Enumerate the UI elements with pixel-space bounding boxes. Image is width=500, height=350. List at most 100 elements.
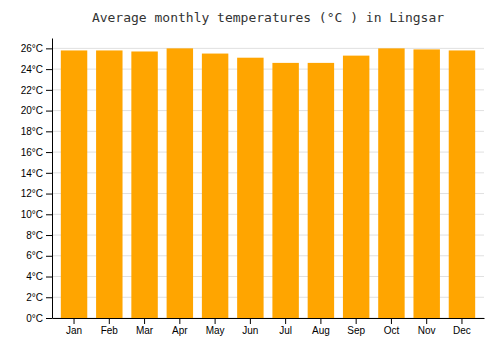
x-tick-mark <box>250 318 251 324</box>
x-tick-mark <box>215 318 216 324</box>
y-tick: 10°C <box>21 209 52 220</box>
y-tick-label: 10°C <box>21 209 43 220</box>
x-tick-label: Jul <box>279 325 292 336</box>
y-tick-mark <box>46 297 52 298</box>
y-tick-mark <box>46 214 52 215</box>
x-tick: Oct <box>384 318 400 336</box>
bar <box>343 56 369 318</box>
y-tick: 6°C <box>26 250 52 261</box>
y-tick-label: 2°C <box>26 292 43 303</box>
y-tick-label: 8°C <box>26 230 43 241</box>
y-tick-label: 12°C <box>21 188 43 199</box>
x-axis: Jan Feb Mar Apr May Jun Jul Aug Sep Oct Nov Dec <box>53 318 485 336</box>
x-tick-mark <box>461 318 462 324</box>
bar <box>61 50 87 318</box>
x-tick-mark <box>356 318 357 324</box>
y-tick: 18°C <box>21 126 52 137</box>
x-tick: Feb <box>101 318 119 336</box>
x-tick-mark <box>109 318 110 324</box>
chart: 0°C 2°C 4°C 6°C 8°C 10°C 12°C 14°C 16°C 18°C 20°C 2… <box>0 0 500 350</box>
x-tick: Jun <box>242 318 258 336</box>
y-tick-label: 0°C <box>26 313 43 324</box>
x-tick-mark <box>144 318 145 324</box>
y-tick: 8°C <box>26 230 52 241</box>
y-tick-mark <box>46 194 52 195</box>
bars <box>61 48 475 318</box>
x-tick: Jul <box>279 318 292 336</box>
bar <box>96 50 122 318</box>
x-tick-label: May <box>206 325 225 336</box>
y-axis: 0°C 2°C 4°C 6°C 8°C 10°C 12°C 14°C 16°C 18°C 20°C 2… <box>21 39 53 324</box>
y-tick-mark <box>46 131 52 132</box>
y-tick: 12°C <box>21 188 52 199</box>
y-tick-label: 6°C <box>26 250 43 261</box>
x-tick-label: Mar <box>136 325 154 336</box>
x-tick-mark <box>320 318 321 324</box>
x-axis-line <box>53 318 485 319</box>
y-tick-mark <box>46 235 52 236</box>
bar <box>131 51 157 318</box>
x-tick-label: Apr <box>172 325 188 336</box>
y-tick-mark <box>46 152 52 153</box>
x-tick-label: Feb <box>101 325 119 336</box>
y-tick-label: 4°C <box>26 271 43 282</box>
y-tick-mark <box>46 318 52 319</box>
y-tick: 24°C <box>21 64 52 75</box>
y-tick-label: 20°C <box>21 105 43 116</box>
y-tick: 26°C <box>21 43 52 54</box>
bar <box>167 48 193 318</box>
x-tick-mark <box>391 318 392 324</box>
y-tick-label: 16°C <box>21 147 43 158</box>
y-tick: 20°C <box>21 105 52 116</box>
x-tick-label: Oct <box>384 325 400 336</box>
bar <box>272 63 298 318</box>
x-tick-label: Sep <box>347 325 365 336</box>
y-tick: 16°C <box>21 147 52 158</box>
grid <box>52 48 484 318</box>
x-tick-label: Jan <box>66 325 82 336</box>
y-tick-mark <box>46 90 52 91</box>
plot-area: 0°C 2°C 4°C 6°C 8°C 10°C 12°C 14°C 16°C 18°C 20°C 2… <box>21 39 485 337</box>
y-tick: 22°C <box>21 85 52 96</box>
bar <box>413 49 439 318</box>
y-tick-mark <box>46 111 52 112</box>
x-tick-label: Jun <box>242 325 258 336</box>
x-tick-mark <box>426 318 427 324</box>
x-tick: Apr <box>172 318 188 336</box>
y-axis-line <box>52 39 53 319</box>
bar <box>378 48 404 318</box>
x-tick: Nov <box>418 318 436 336</box>
x-tick: Sep <box>347 318 365 336</box>
bar <box>237 58 263 318</box>
x-tick: Aug <box>312 318 330 336</box>
y-tick-mark <box>46 69 52 70</box>
y-tick-mark <box>46 173 52 174</box>
y-tick: 2°C <box>26 292 52 303</box>
x-tick-label: Dec <box>453 325 471 336</box>
x-tick: Dec <box>453 318 471 336</box>
y-tick-label: 26°C <box>21 43 43 54</box>
grid-line <box>52 48 484 49</box>
y-tick-mark <box>46 48 52 49</box>
x-tick-mark <box>74 318 75 324</box>
bar <box>202 54 228 318</box>
x-tick-label: Aug <box>312 325 330 336</box>
x-tick: Jan <box>66 318 82 336</box>
x-tick-mark <box>179 318 180 324</box>
y-tick-mark <box>46 256 52 257</box>
y-tick: 14°C <box>21 168 52 179</box>
x-tick: Mar <box>136 318 154 336</box>
y-tick-label: 24°C <box>21 64 43 75</box>
y-tick: 0°C <box>26 313 52 324</box>
x-tick: May <box>206 318 225 336</box>
x-tick-label: Nov <box>418 325 436 336</box>
title: Average monthly temperatures (°C ) in Li… <box>92 10 444 25</box>
bar <box>449 50 475 318</box>
y-tick-mark <box>46 277 52 278</box>
y-tick-label: 14°C <box>21 168 43 179</box>
y-tick-label: 22°C <box>21 85 43 96</box>
bar <box>308 63 334 318</box>
y-tick-label: 18°C <box>21 126 43 137</box>
x-tick-mark <box>285 318 286 324</box>
y-tick: 4°C <box>26 271 52 282</box>
